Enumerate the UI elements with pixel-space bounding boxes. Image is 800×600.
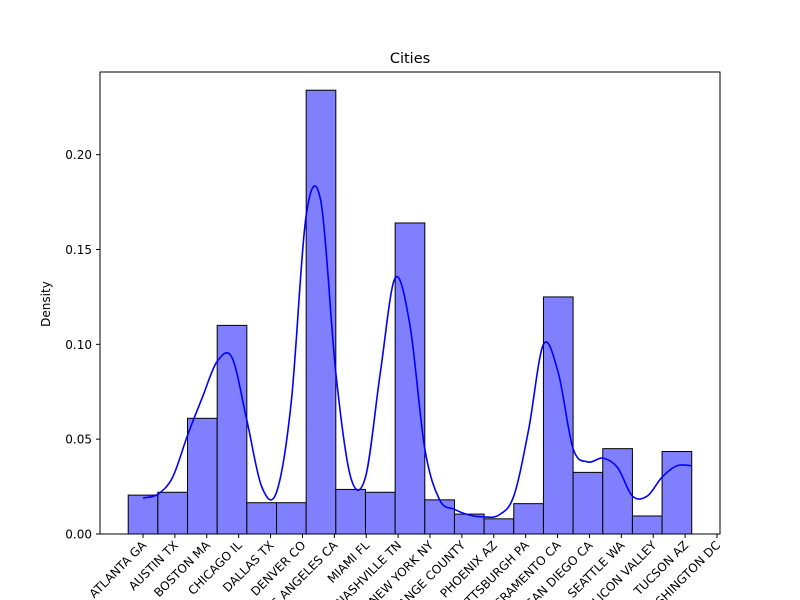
bar-tucson-az (631, 515, 663, 535)
y-tick-label: 0.15 (65, 243, 92, 257)
y-tick-label: 0.20 (65, 148, 92, 162)
kde-line (142, 185, 692, 519)
bar-chicago-il (216, 324, 248, 535)
bar-washington-dc (661, 451, 693, 535)
bar-orange-county (424, 499, 455, 535)
y-axis-ticks: 0.00 0.05 0.10 0.15 0.20 (65, 148, 100, 542)
bar-new-york-ny (394, 222, 426, 535)
chart-title: Cities (390, 51, 430, 67)
bar-san-diego-ca (542, 296, 574, 535)
bar-pittsburgh-pa (483, 518, 515, 535)
y-axis-label: Density (39, 281, 53, 327)
y-tick-label: 0.10 (65, 338, 92, 352)
y-tick-label: 0.00 (65, 528, 92, 542)
bar-austin-tx (157, 491, 189, 535)
bar-silicon-valley (602, 448, 633, 535)
bar-denver-co (276, 502, 307, 535)
bar-atlanta-ga (127, 494, 159, 535)
bars (127, 89, 693, 535)
bar-miami-fl (335, 488, 366, 535)
plot-frame (99, 71, 721, 535)
y-tick-label: 0.05 (65, 433, 92, 447)
bar-boston-ma (187, 417, 218, 535)
bar-dallas-tx (246, 502, 277, 535)
bar-nashville-tn (364, 491, 396, 535)
bar-seattle-wa (572, 471, 604, 535)
bar-sacramento-ca (513, 503, 544, 535)
